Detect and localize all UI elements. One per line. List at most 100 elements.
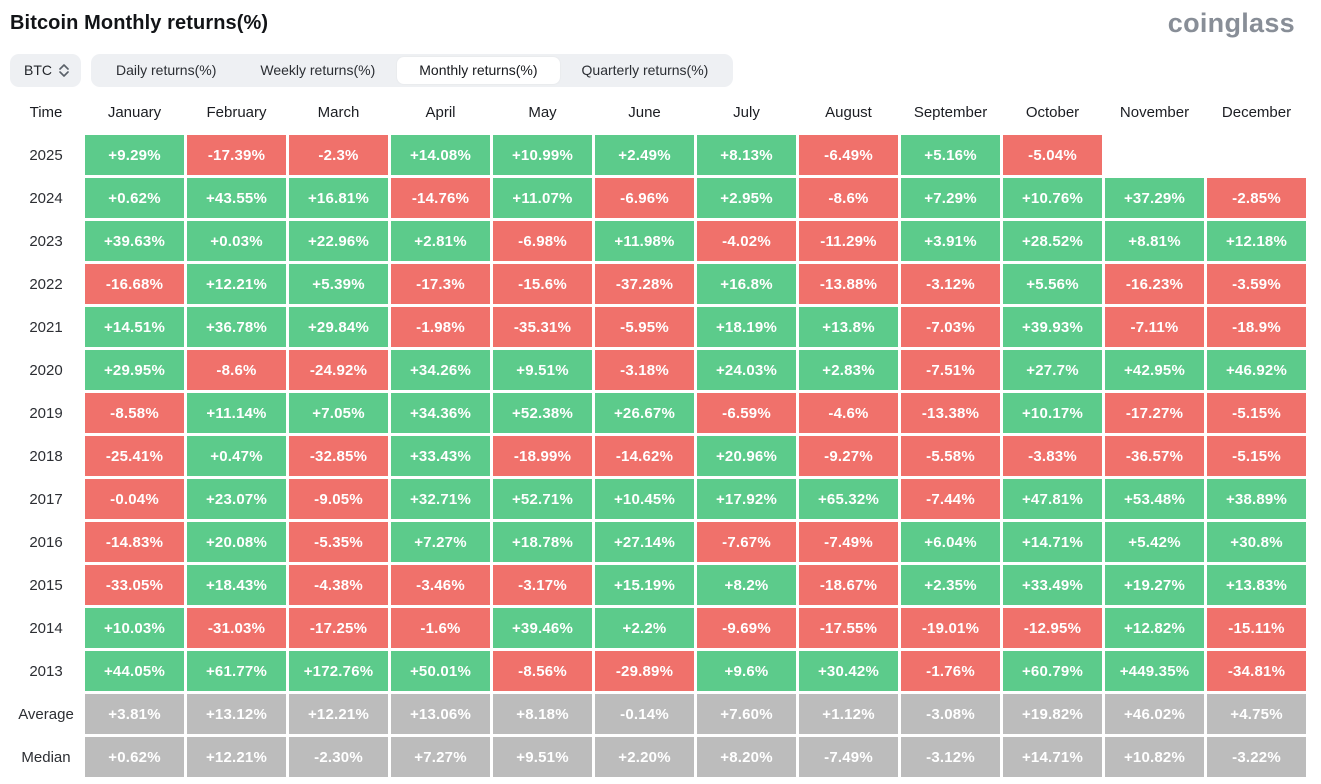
table-row: 2020 +29.95% -8.6% -24.92% +34.26% +9.51% -3.1… [10,350,1306,390]
return-cell: +7.27% [391,522,490,562]
return-cell: +2.20% [595,737,694,777]
return-cell: -6.59% [697,393,796,433]
return-cell: +52.71% [493,479,592,519]
return-cell: -16.68% [85,264,184,304]
table-row: 2022 -16.68% +12.21% +5.39% -17.3% -15.6% -37.… [10,264,1306,304]
return-cell: +39.93% [1003,307,1102,347]
return-cell: -4.38% [289,565,388,605]
return-cell: -17.25% [289,608,388,648]
return-cell: +2.2% [595,608,694,648]
return-cell: +12.21% [289,694,388,734]
table-row: 2016 -14.83% +20.08% -5.35% +7.27% +18.78% +27… [10,522,1306,562]
return-cell: -34.81% [1207,651,1306,691]
return-cell: -3.12% [901,264,1000,304]
return-cell: +60.79% [1003,651,1102,691]
return-cell: +10.45% [595,479,694,519]
return-cell: +2.81% [391,221,490,261]
table-row: 2025 +9.29% -17.39% -2.3% +14.08% +10.99% +2.4… [10,135,1306,175]
tab-monthly-returns[interactable]: Monthly returns(%) [397,56,560,84]
return-cell: -36.57% [1105,436,1204,476]
return-cell: +12.21% [187,264,286,304]
table-row: 2019 -8.58% +11.14% +7.05% +34.36% +52.38% +26… [10,393,1306,433]
return-cell: +10.76% [1003,178,1102,218]
return-cell: +2.49% [595,135,694,175]
table-row: 2023 +39.63% +0.03% +22.96% +2.81% -6.98% +11.… [10,221,1306,261]
coin-selector-value: BTC [24,62,52,78]
return-cell: -18.67% [799,565,898,605]
return-cell: -7.49% [799,522,898,562]
returns-table: Time January February March April May June Jul… [10,99,1306,777]
return-cell: -5.15% [1207,393,1306,433]
return-cell: -11.29% [799,221,898,261]
row-label: 2017 [29,490,63,508]
return-cell: -8.58% [85,393,184,433]
return-cell: -3.08% [901,694,1000,734]
return-cell: +8.2% [697,565,796,605]
return-cell: -31.03% [187,608,286,648]
row-label: 2019 [29,404,63,422]
return-cell: +52.38% [493,393,592,433]
return-cell: +6.04% [901,522,1000,562]
returns-table-body: 2025 +9.29% -17.39% -2.3% +14.08% +10.99% +2.4… [10,135,1306,777]
coin-selector[interactable]: BTC [10,53,81,87]
row-label: Median [21,748,71,766]
return-cell: +8.20% [697,737,796,777]
return-cell: +10.99% [493,135,592,175]
return-cell: +3.91% [901,221,1000,261]
return-cell: +17.92% [697,479,796,519]
return-cell: +15.19% [595,565,694,605]
month-column-header: January [107,103,162,121]
return-cell: +10.03% [85,608,184,648]
return-cell: +13.06% [391,694,490,734]
return-cell: -1.76% [901,651,1000,691]
table-row: 2021 +14.51% +36.78% +29.84% -1.98% -35.31% -5… [10,307,1306,347]
return-cell: +46.92% [1207,350,1306,390]
return-cell: +33.43% [391,436,490,476]
return-cell: -4.02% [697,221,796,261]
return-cell: +18.78% [493,522,592,562]
return-cell: +46.02% [1105,694,1204,734]
return-cell: -7.51% [901,350,1000,390]
return-cell: +47.81% [1003,479,1102,519]
tab-weekly-returns[interactable]: Weekly returns(%) [238,57,397,84]
return-cell: -3.12% [901,737,1000,777]
tab-daily-returns[interactable]: Daily returns(%) [94,57,238,84]
return-cell: -3.59% [1207,264,1306,304]
row-label: 2016 [29,533,63,551]
return-cell: -8.6% [799,178,898,218]
return-cell: +2.83% [799,350,898,390]
return-cell: -5.15% [1207,436,1306,476]
return-cell: +50.01% [391,651,490,691]
return-cell: +43.55% [187,178,286,218]
return-cell: +5.42% [1105,522,1204,562]
return-cell: -12.95% [1003,608,1102,648]
return-cell: -5.95% [595,307,694,347]
return-cell: -7.44% [901,479,1000,519]
return-cell: -32.85% [289,436,388,476]
return-cell: +13.83% [1207,565,1306,605]
return-cell: -2.30% [289,737,388,777]
month-column-header: August [825,103,872,121]
month-column-header: July [733,103,760,121]
return-cell: -13.88% [799,264,898,304]
return-cell: +0.62% [85,737,184,777]
row-label: 2022 [29,275,63,293]
tab-quarterly-returns[interactable]: Quarterly returns(%) [560,57,731,84]
return-cell: +12.21% [187,737,286,777]
page-title: Bitcoin Monthly returns(%) [10,12,269,34]
return-cell: +30.8% [1207,522,1306,562]
month-column-header: February [206,103,267,121]
return-cell: +13.12% [187,694,286,734]
return-cell: -14.83% [85,522,184,562]
table-row: 2014 +10.03% -31.03% -17.25% -1.6% +39.46% +2.… [10,608,1306,648]
empty-cell [1207,135,1306,175]
month-column-header: April [425,103,456,121]
return-cell: +18.43% [187,565,286,605]
table-row: 2015 -33.05% +18.43% -4.38% -3.46% -3.17% +15.… [10,565,1306,605]
row-label: 2013 [29,662,63,680]
return-cell: +2.35% [901,565,1000,605]
return-cell: +29.95% [85,350,184,390]
table-row: 2018 -25.41% +0.47% -32.85% +33.43% -18.99% -1… [10,436,1306,476]
return-cell: -17.55% [799,608,898,648]
return-cell: -15.11% [1207,608,1306,648]
